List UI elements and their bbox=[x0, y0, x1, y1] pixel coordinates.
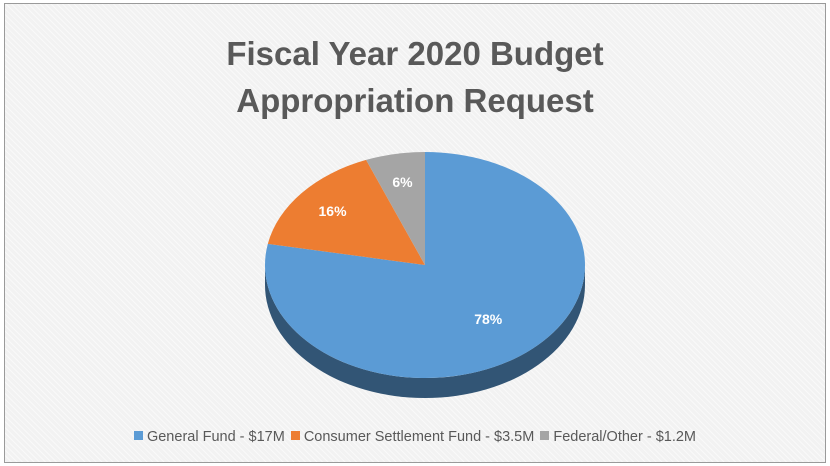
chart-legend: General Fund - $17M Consumer Settlement … bbox=[0, 429, 830, 445]
chart-title-line-2: Appropriation Request bbox=[236, 82, 594, 119]
pie-side-0-0 bbox=[265, 265, 585, 398]
legend-swatch-general-fund bbox=[133, 431, 143, 440]
legend-label-general-fund: General Fund - $17M bbox=[146, 429, 285, 445]
pie-slice-2 bbox=[366, 152, 425, 265]
pie-slice-1 bbox=[267, 159, 425, 265]
legend-swatch-federal-other bbox=[540, 431, 550, 440]
chart-title-line-1: Fiscal Year 2020 Budget bbox=[226, 35, 604, 72]
pie-slice-0 bbox=[265, 152, 586, 378]
pie-data-label-0: 78% bbox=[474, 311, 503, 327]
pie-data-label-2: 6% bbox=[392, 174, 413, 190]
legend-label-federal-other: Federal/Other - $1.2M bbox=[553, 429, 697, 445]
legend-label-consumer-settlement-fund: Consumer Settlement Fund - $3.5M bbox=[303, 429, 535, 445]
legend-swatch-consumer-settlement-fund bbox=[290, 431, 300, 440]
legend-item-federal-other: Federal/Other - $1.2M bbox=[540, 429, 696, 445]
pie-data-label-1: 16% bbox=[319, 203, 348, 219]
legend-item-general-fund: General Fund - $17M bbox=[133, 429, 285, 445]
legend-item-consumer-settlement-fund: Consumer Settlement Fund - $3.5M bbox=[290, 429, 535, 445]
